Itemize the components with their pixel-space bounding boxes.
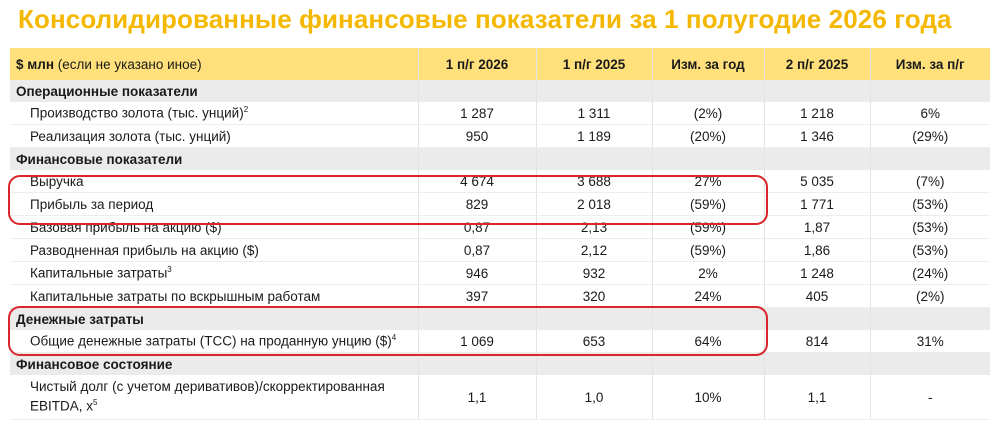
cell: 1 346 bbox=[763, 124, 870, 148]
cell: (59%) bbox=[651, 192, 764, 216]
cell: (53%) bbox=[869, 192, 990, 216]
cell: 1 287 bbox=[417, 102, 536, 125]
cell: (2%) bbox=[869, 284, 990, 308]
cell: 31% bbox=[869, 330, 990, 353]
financial-table: $ млн (если не указано иное) 1 п/г 2026 … bbox=[10, 48, 990, 420]
highlight-revenue-profit bbox=[8, 175, 768, 225]
cell: (53%) bbox=[869, 215, 990, 239]
cell: 6% bbox=[869, 102, 990, 125]
table-row-basic-eps: Базовая прибыль на акцию ($) 0,87 2,13 (… bbox=[10, 215, 990, 239]
row-label: Производство золота (тыс. унций)2 bbox=[10, 102, 418, 125]
cell: 653 bbox=[535, 330, 652, 353]
cell: 1 218 bbox=[763, 102, 870, 125]
cell: 397 bbox=[417, 284, 536, 308]
section-label: Финансовое состояние bbox=[10, 352, 418, 375]
cell: 1 771 bbox=[763, 192, 870, 216]
cell: 0,87 bbox=[417, 238, 536, 262]
header-col-yoy: Изм. за год bbox=[651, 48, 764, 80]
cell: 1 311 bbox=[535, 102, 652, 125]
row-label: Реализация золота (тыс. унций) bbox=[10, 124, 418, 148]
cell: 2% bbox=[651, 261, 764, 285]
cell: 1,0 bbox=[535, 375, 652, 420]
table-row-tcc: Общие денежные затраты (ТСС) на проданну… bbox=[10, 330, 990, 353]
header-col-h2-2025: 2 п/г 2025 bbox=[763, 48, 870, 80]
cell: 2 018 bbox=[535, 192, 652, 216]
cell: - bbox=[869, 375, 990, 420]
cell: 1 189 bbox=[535, 124, 652, 148]
header-col-h1-2025: 1 п/г 2025 bbox=[535, 48, 652, 80]
row-label: Прибыль за период bbox=[10, 192, 418, 216]
header-col-h1-2026: 1 п/г 2026 bbox=[417, 48, 536, 80]
section-label: Денежные затраты bbox=[10, 307, 418, 330]
cell: (24%) bbox=[869, 261, 990, 285]
page-title: Консолидированные финансовые показатели … bbox=[18, 4, 952, 34]
row-label: Капитальные затраты3 bbox=[10, 261, 418, 285]
cell: 932 bbox=[535, 261, 652, 285]
section-operational: Операционные показатели bbox=[10, 80, 990, 102]
cell: 946 bbox=[417, 261, 536, 285]
row-label: Чистый долг (с учетом деривативов)/скорр… bbox=[10, 375, 418, 420]
table-header-row: $ млн (если не указано иное) 1 п/г 2026 … bbox=[10, 48, 990, 80]
table-row-net-debt: Чистый долг (с учетом деривативов)/скорр… bbox=[10, 375, 990, 420]
cell: 1 069 bbox=[417, 330, 536, 353]
cell: 1,1 bbox=[417, 375, 536, 420]
cell: (29%) bbox=[869, 124, 990, 148]
highlight-cash-costs bbox=[8, 306, 768, 356]
cell: (2%) bbox=[651, 102, 764, 125]
cell: (20%) bbox=[651, 124, 764, 148]
header-col-hoh: Изм. за п/г bbox=[869, 48, 990, 80]
table-row-gold-sales: Реализация золота (тыс. унций) 950 1 189… bbox=[10, 124, 990, 148]
cell: 814 bbox=[763, 330, 870, 353]
cell: 64% bbox=[651, 330, 764, 353]
cell: (59%) bbox=[651, 238, 764, 262]
cell: 5 035 bbox=[763, 170, 870, 193]
cell: (53%) bbox=[869, 238, 990, 262]
cell: 320 bbox=[535, 284, 652, 308]
table-row-stripping-capex: Капитальные затраты по вскрышным работам… bbox=[10, 284, 990, 308]
row-label: Базовая прибыль на акцию ($) bbox=[10, 215, 418, 239]
row-label: Общие денежные затраты (ТСС) на проданну… bbox=[10, 330, 418, 353]
cell: 2,12 bbox=[535, 238, 652, 262]
header-units: $ млн (если не указано иное) bbox=[10, 48, 418, 80]
table-row-profit: Прибыль за период 829 2 018 (59%) 1 771 … bbox=[10, 192, 990, 216]
table-row-diluted-eps: Разводненная прибыль на акцию ($) 0,87 2… bbox=[10, 238, 990, 262]
cell: (7%) bbox=[869, 170, 990, 193]
section-cash-costs: Денежные затраты bbox=[10, 307, 990, 330]
cell: 829 bbox=[417, 192, 536, 216]
cell: 10% bbox=[651, 375, 764, 420]
row-label: Капитальные затраты по вскрышным работам bbox=[10, 284, 418, 308]
cell: 24% bbox=[651, 284, 764, 308]
section-financial: Финансовые показатели bbox=[10, 147, 990, 170]
cell: 405 bbox=[763, 284, 870, 308]
table-row-gold-production: Производство золота (тыс. унций)2 1 287 … bbox=[10, 102, 990, 125]
cell: 1,87 bbox=[763, 215, 870, 239]
row-label: Разводненная прибыль на акцию ($) bbox=[10, 238, 418, 262]
cell: 1 248 bbox=[763, 261, 870, 285]
cell: 1,1 bbox=[763, 375, 870, 420]
table-row-capex: Капитальные затраты3 946 932 2% 1 248 (2… bbox=[10, 261, 990, 285]
section-label: Финансовые показатели bbox=[10, 147, 418, 170]
section-label: Операционные показатели bbox=[10, 80, 418, 102]
cell: 1,86 bbox=[763, 238, 870, 262]
section-position: Финансовое состояние bbox=[10, 352, 990, 375]
cell: 950 bbox=[417, 124, 536, 148]
